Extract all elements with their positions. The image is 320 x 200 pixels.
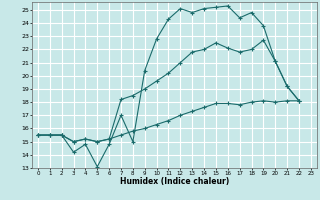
X-axis label: Humidex (Indice chaleur): Humidex (Indice chaleur) [120, 177, 229, 186]
